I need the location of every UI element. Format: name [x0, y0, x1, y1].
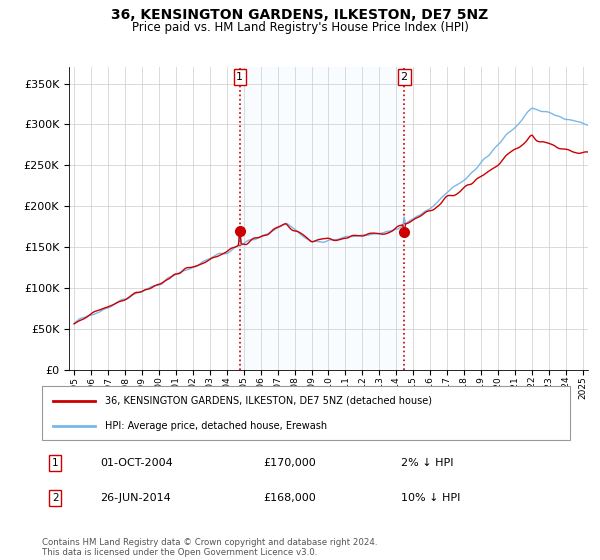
Text: 2: 2	[52, 493, 59, 503]
Text: 36, KENSINGTON GARDENS, ILKESTON, DE7 5NZ (detached house): 36, KENSINGTON GARDENS, ILKESTON, DE7 5N…	[106, 396, 433, 406]
Text: 26-JUN-2014: 26-JUN-2014	[100, 493, 171, 503]
Text: Price paid vs. HM Land Registry's House Price Index (HPI): Price paid vs. HM Land Registry's House …	[131, 21, 469, 34]
Text: 2% ↓ HPI: 2% ↓ HPI	[401, 458, 454, 468]
Text: 2: 2	[401, 72, 408, 82]
Text: £168,000: £168,000	[264, 493, 317, 503]
Text: 1: 1	[236, 72, 244, 82]
Text: 36, KENSINGTON GARDENS, ILKESTON, DE7 5NZ: 36, KENSINGTON GARDENS, ILKESTON, DE7 5N…	[112, 8, 488, 22]
FancyBboxPatch shape	[42, 386, 570, 440]
Text: 01-OCT-2004: 01-OCT-2004	[100, 458, 173, 468]
Text: 10% ↓ HPI: 10% ↓ HPI	[401, 493, 460, 503]
Text: Contains HM Land Registry data © Crown copyright and database right 2024.
This d: Contains HM Land Registry data © Crown c…	[42, 538, 377, 557]
Text: £170,000: £170,000	[264, 458, 317, 468]
Text: HPI: Average price, detached house, Erewash: HPI: Average price, detached house, Erew…	[106, 421, 328, 431]
Text: 1: 1	[52, 458, 59, 468]
Bar	[240, 67, 404, 370]
